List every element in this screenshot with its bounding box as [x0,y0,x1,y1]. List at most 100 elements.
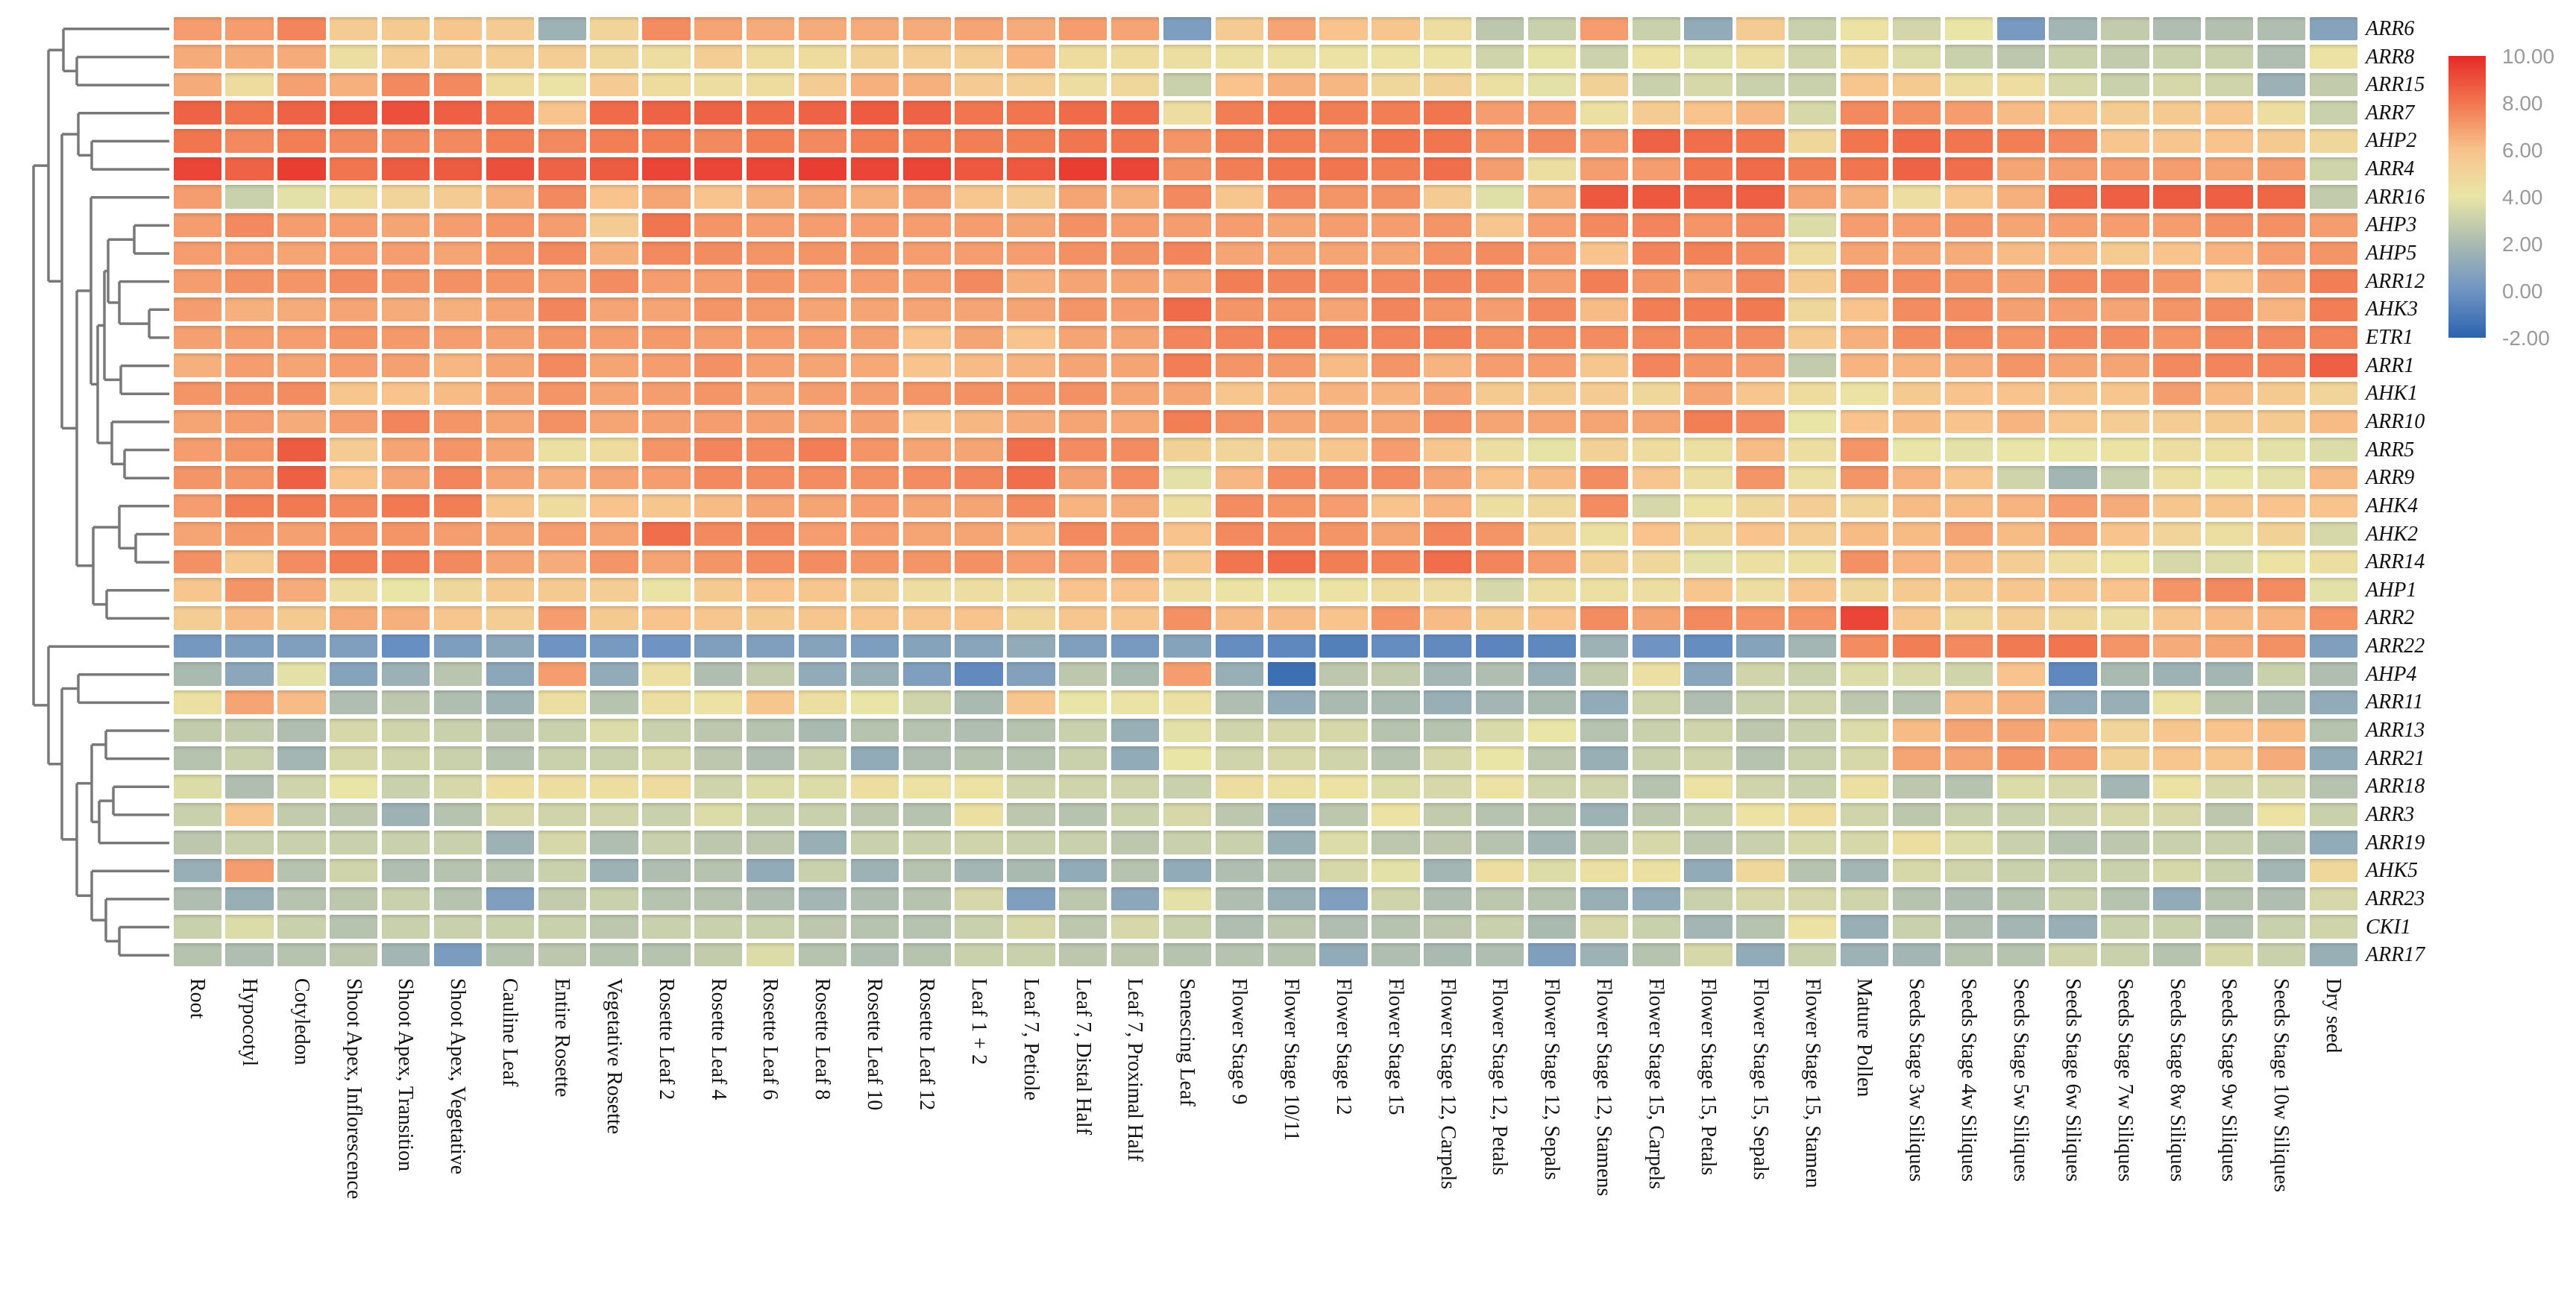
heatmap-cell [902,269,951,293]
row-label: ARR7 [2365,101,2415,125]
heatmap-cell [746,858,795,883]
heatmap-cell [746,634,795,658]
heatmap-cell [1997,353,2045,377]
heatmap-cell [798,634,847,658]
heatmap-cell [1215,185,1263,209]
heatmap-cell [642,269,691,293]
heatmap-cell [590,522,638,546]
heatmap-cell [642,606,691,630]
heatmap-cell [2309,409,2357,434]
heatmap-cell [1372,915,1420,939]
heatmap-cell [173,634,222,658]
heatmap-cell [694,438,743,462]
heatmap-cell [746,353,795,377]
heatmap-cell [642,241,691,265]
heatmap-cell [590,438,638,462]
row-label: ARR10 [2365,409,2425,433]
heatmap-cell [1110,662,1160,686]
heatmap-cell [1475,915,1524,939]
heatmap-cell [381,101,430,125]
heatmap-cell [1059,269,1108,293]
heatmap-cell [1684,438,1732,462]
heatmap-cell [694,831,743,854]
row-label: ARR1 [2365,353,2415,377]
heatmap-cell [1580,16,1628,41]
heatmap-cell [330,522,378,546]
heatmap-cell [1215,297,1263,321]
heatmap-cell [746,45,795,69]
heatmap-cell [1424,465,1472,490]
heatmap-cell [381,325,430,350]
heatmap-cell [1424,549,1472,574]
heatmap-cell [2049,718,2097,743]
heatmap-cell [1059,185,1108,209]
heatmap-cell [381,802,430,827]
heatmap-cell [1527,213,1577,237]
heatmap-cell [2101,494,2149,518]
heatmap-cell [173,438,222,462]
heatmap-cell [955,129,1003,153]
heatmap-cell [2153,381,2202,406]
heatmap-cell [2101,858,2149,883]
heatmap-cell [1267,578,1316,602]
heatmap-cell [1944,831,1993,854]
heatmap-cell [330,269,378,293]
heatmap-cell [590,662,638,686]
heatmap-cell [590,72,638,97]
heatmap-cell [798,494,847,518]
heatmap-cell [1684,353,1732,377]
heatmap-cell [1944,662,1993,686]
heatmap-cell [850,438,899,462]
heatmap-cell [1475,438,1524,462]
heatmap-cell [1424,915,1472,939]
heatmap-cell [642,353,691,377]
heatmap-cell [1580,775,1628,799]
heatmap-cell [902,578,951,602]
heatmap-cell [1110,241,1160,265]
heatmap-cell [1997,381,2045,406]
heatmap-cell [277,831,326,854]
heatmap-cell [590,213,638,237]
heatmap-cell [1527,578,1577,602]
heatmap-cell [1580,213,1628,237]
heatmap-cell [486,549,534,574]
heatmap-cell [486,718,534,743]
heatmap-cell [1424,438,1472,462]
heatmap-cell [2257,690,2306,714]
heatmap-cell [225,381,274,406]
heatmap-cell [1267,409,1316,434]
heatmap-cell [1372,101,1420,125]
heatmap-cell [1059,915,1108,939]
heatmap-cell [1527,802,1577,827]
heatmap-cell [1163,606,1212,630]
heatmap-cell [1684,269,1732,293]
heatmap-cell [850,634,899,658]
heatmap-cell [1372,185,1420,209]
heatmap-cell [590,381,638,406]
heatmap-cell [955,746,1003,770]
heatmap-cell [1944,578,1993,602]
heatmap-cell [2257,942,2306,967]
heatmap-cell [330,858,378,883]
heatmap-cell [1997,886,2045,911]
heatmap-cell [1424,858,1472,883]
heatmap-cell [2257,269,2306,293]
heatmap-cell [225,409,274,434]
heatmap-cell [694,16,743,41]
heatmap-cell [2257,775,2306,799]
heatmap-cell [225,858,274,883]
heatmap-cell [330,886,378,911]
heatmap-cell [330,16,378,41]
heatmap-cell [798,522,847,546]
heatmap-cell [1372,241,1420,265]
heatmap-cell [955,886,1003,911]
heatmap-cell [955,858,1003,883]
heatmap-cell [1684,886,1732,911]
heatmap-cell [1527,185,1577,209]
heatmap-cell [1372,578,1420,602]
heatmap-cell [1059,662,1108,686]
col-label: Seeds Stage 6w Siliques [2061,977,2085,1182]
heatmap-cell [850,381,899,406]
heatmap-cell [330,101,378,125]
heatmap-cell [1632,494,1680,518]
